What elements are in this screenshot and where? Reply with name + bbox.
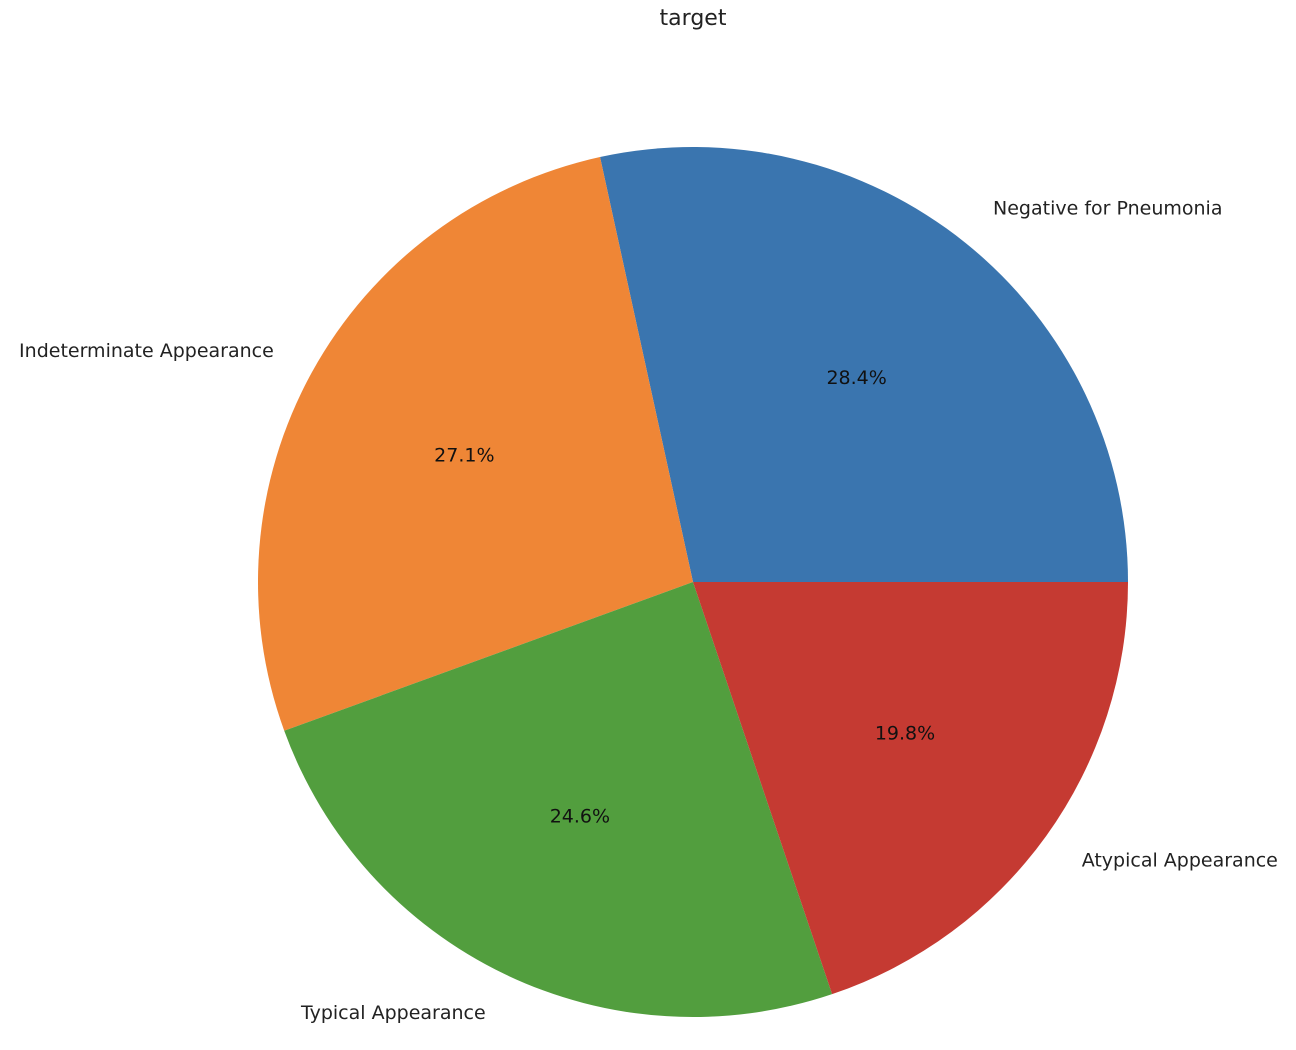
pie-slice bbox=[600, 146, 1128, 582]
pie-slice bbox=[693, 582, 1128, 995]
pie-slice bbox=[284, 582, 833, 1018]
slice-category-label: Typical Appearance bbox=[300, 1002, 486, 1024]
slice-category-label: Indeterminate Appearance bbox=[19, 340, 274, 362]
slice-percent-label: 28.4% bbox=[826, 367, 886, 389]
slice-category-label: Negative for Pneumonia bbox=[993, 198, 1222, 220]
slice-percent-label: 19.8% bbox=[875, 723, 935, 745]
slice-category-label: Atypical Appearance bbox=[1082, 850, 1278, 872]
chart-title: target bbox=[660, 6, 727, 31]
slice-percent-label: 27.1% bbox=[434, 445, 494, 467]
pie-slices bbox=[257, 146, 1128, 1018]
slice-percent-label: 24.6% bbox=[550, 806, 610, 828]
pie-labels: 28.4% Negative for Pneumonia 27.1% Indeterm… bbox=[19, 198, 1278, 1024]
pie-slice bbox=[257, 157, 693, 731]
